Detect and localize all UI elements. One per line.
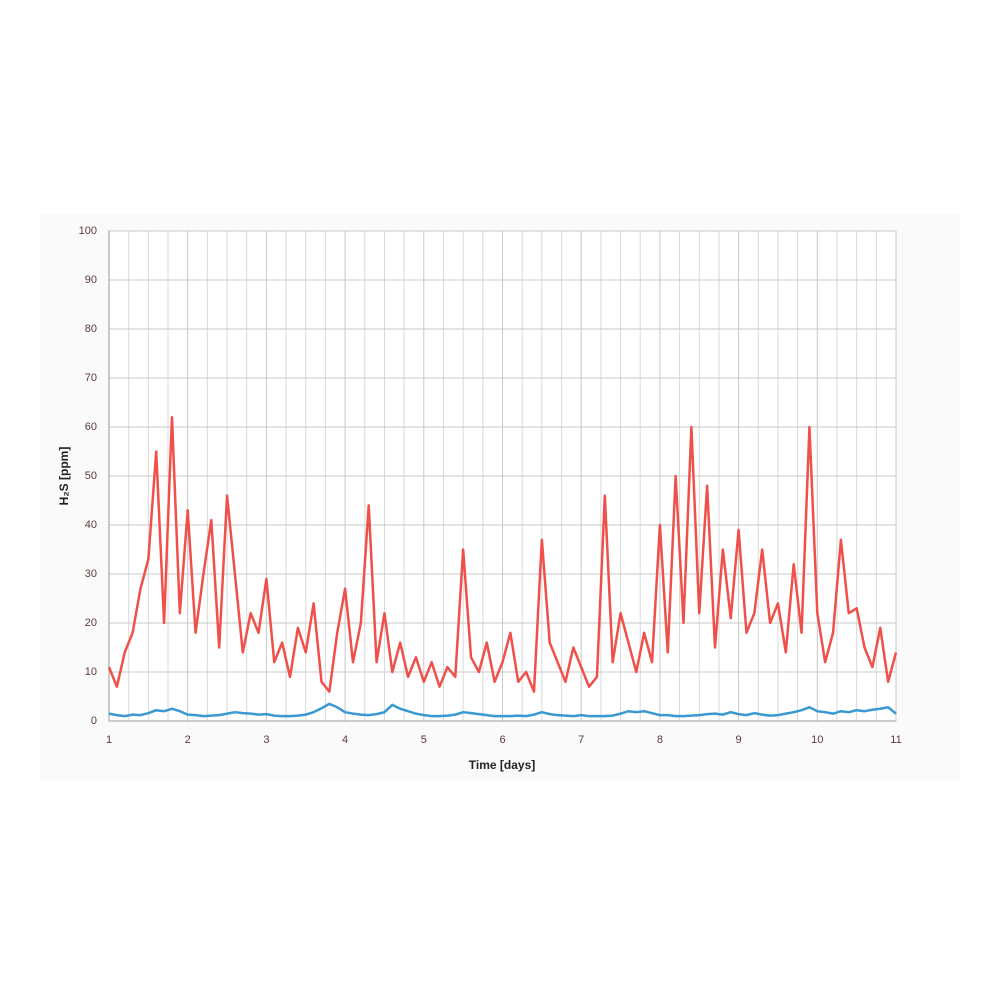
x-tick-label: 11 — [890, 734, 901, 746]
x-tick-label: 4 — [342, 734, 348, 746]
y-tick-label: 100 — [79, 225, 97, 237]
y-axis-title: H₂S [ppm] — [57, 447, 71, 506]
grid: 0 10 20 30 40 50 60 70 80 90 100 1 2 3 4 5 6 7 8 9 10 11 — [79, 225, 902, 746]
x-tick-label: 7 — [578, 734, 584, 746]
x-tick-label: 3 — [263, 734, 269, 746]
y-tick-label: 50 — [85, 470, 97, 482]
y-tick-label: 30 — [85, 568, 97, 580]
y-tick-label: 60 — [85, 421, 97, 433]
y-tick-label: 40 — [85, 519, 97, 531]
x-tick-label: 9 — [736, 734, 742, 746]
y-tick-label: 0 — [91, 715, 97, 727]
marks — [107, 415, 898, 718]
y-tick-label: 70 — [85, 372, 97, 384]
x-tick-label: 1 — [106, 734, 112, 746]
x-tick-label: 2 — [185, 734, 191, 746]
x-tick-label: 5 — [421, 734, 427, 746]
y-tick-label: 80 — [85, 323, 97, 335]
x-tick-label: 10 — [811, 734, 823, 746]
x-tick-label: 6 — [499, 734, 505, 746]
y-tick-label: 90 — [85, 274, 97, 286]
y-tick-label: 10 — [85, 666, 97, 678]
series-line — [107, 415, 898, 693]
series-line — [108, 702, 897, 718]
y-tick-label: 20 — [85, 617, 97, 629]
x-axis-title: Time [days] — [469, 758, 535, 772]
x-tick-label: 8 — [657, 734, 663, 746]
